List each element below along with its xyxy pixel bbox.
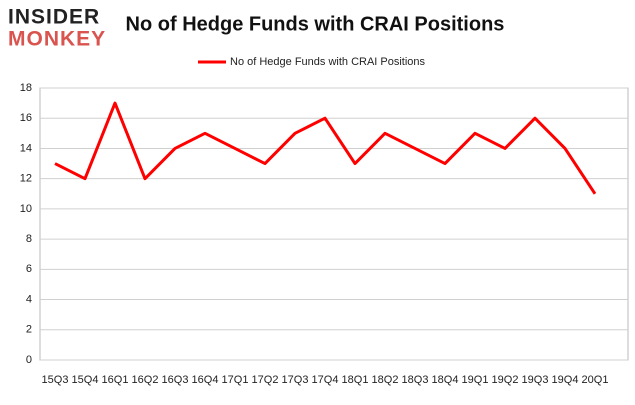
y-tick-label: 12 <box>20 173 32 185</box>
x-tick-label: 18Q1 <box>342 374 369 386</box>
x-tick-label: 20Q1 <box>582 374 609 386</box>
x-tick-label: 16Q2 <box>132 374 159 386</box>
logo-top: INSIDER <box>8 6 100 29</box>
x-tick-label: 15Q3 <box>42 374 69 386</box>
x-tick-label: 15Q4 <box>72 374 99 386</box>
legend-label: No of Hedge Funds with CRAI Positions <box>230 56 426 68</box>
x-tick-label: 19Q4 <box>552 374 579 386</box>
y-tick-label: 0 <box>26 354 32 366</box>
chart-title: No of Hedge Funds with CRAI Positions <box>126 13 505 35</box>
y-tick-label: 8 <box>26 233 32 245</box>
y-tick-label: 14 <box>20 142 32 154</box>
x-tick-label: 18Q4 <box>432 374 459 386</box>
x-tick-label: 17Q2 <box>252 374 279 386</box>
data-line <box>54 101 597 195</box>
logo-bottom: MONKEY <box>8 28 106 51</box>
x-tick-label: 16Q1 <box>102 374 129 386</box>
y-tick-label: 10 <box>20 203 32 215</box>
y-tick-label: 16 <box>20 112 32 124</box>
x-tick-label: 18Q3 <box>402 374 429 386</box>
x-tick-label: 17Q3 <box>282 374 309 386</box>
x-tick-label: 17Q4 <box>312 374 339 386</box>
y-tick-label: 18 <box>20 82 32 94</box>
x-tick-label: 19Q2 <box>492 374 519 386</box>
x-tick-label: 17Q1 <box>222 374 249 386</box>
x-tick-label: 16Q4 <box>192 374 219 386</box>
x-tick-label: 16Q3 <box>162 374 189 386</box>
x-tick-label: 19Q1 <box>462 374 489 386</box>
x-tick-label: 19Q3 <box>522 374 549 386</box>
y-tick-label: 6 <box>26 263 32 275</box>
y-tick-label: 2 <box>26 324 32 336</box>
y-tick-label: 4 <box>26 293 32 305</box>
x-tick-label: 18Q2 <box>372 374 399 386</box>
